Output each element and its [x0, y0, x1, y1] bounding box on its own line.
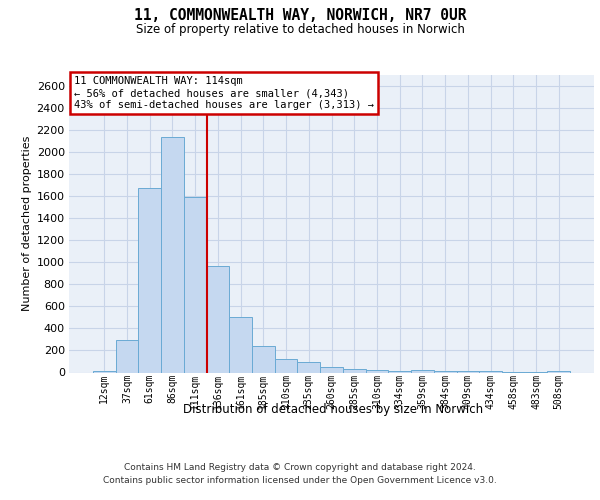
Bar [411, 370, 434, 372]
Bar [161, 136, 184, 372]
Bar [298, 362, 320, 372]
Bar [365, 370, 388, 372]
Bar [206, 266, 229, 372]
Bar [275, 360, 298, 372]
Bar [116, 340, 139, 372]
Bar [547, 371, 570, 372]
Bar [229, 318, 252, 372]
Bar [93, 371, 116, 372]
Bar [434, 371, 457, 372]
Text: 11, COMMONWEALTH WAY, NORWICH, NR7 0UR: 11, COMMONWEALTH WAY, NORWICH, NR7 0UR [134, 8, 466, 22]
Text: Size of property relative to detached houses in Norwich: Size of property relative to detached ho… [136, 22, 464, 36]
Text: Distribution of detached houses by size in Norwich: Distribution of detached houses by size … [183, 402, 483, 415]
Bar [479, 371, 502, 372]
Text: 11 COMMONWEALTH WAY: 114sqm
← 56% of detached houses are smaller (4,343)
43% of : 11 COMMONWEALTH WAY: 114sqm ← 56% of det… [74, 76, 374, 110]
Bar [320, 367, 343, 372]
Bar [139, 188, 161, 372]
Bar [388, 371, 411, 372]
Text: Contains HM Land Registry data © Crown copyright and database right 2024.: Contains HM Land Registry data © Crown c… [124, 462, 476, 471]
Bar [343, 369, 365, 372]
Text: Contains public sector information licensed under the Open Government Licence v3: Contains public sector information licen… [103, 476, 497, 485]
Y-axis label: Number of detached properties: Number of detached properties [22, 136, 32, 312]
Bar [252, 346, 275, 372]
Bar [184, 198, 206, 372]
